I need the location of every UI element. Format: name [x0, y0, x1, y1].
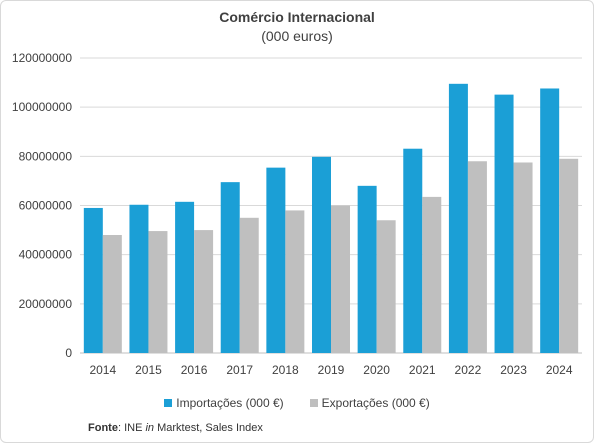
source-text-before: : INE: [117, 422, 146, 434]
x-tick-label: 2020: [363, 363, 390, 377]
bar-exports: [285, 210, 305, 353]
legend-label-imports: Importações (000 €): [176, 396, 284, 410]
y-tick-label: 100000000: [12, 100, 72, 114]
bar-imports: [129, 204, 149, 353]
x-tick-label: 2023: [500, 363, 527, 377]
bar-exports: [513, 162, 533, 353]
bar-exports: [559, 158, 579, 353]
bar-exports: [422, 196, 442, 353]
y-tick-label: 120000000: [12, 51, 72, 65]
y-tick-label: 60000000: [19, 199, 73, 213]
bar-exports: [194, 230, 214, 353]
y-tick-label: 80000000: [19, 149, 73, 163]
legend-item-exports: Exportações (000 €): [309, 396, 430, 410]
legend-swatch-exports: [309, 399, 318, 407]
bar-imports: [494, 94, 514, 354]
x-tick-label: 2018: [272, 363, 299, 377]
bar-imports: [83, 207, 103, 353]
legend-label-exports: Exportações (000 €): [321, 396, 430, 410]
bar-exports: [102, 235, 122, 353]
x-tick-label: 2014: [89, 363, 116, 377]
bar-exports: [331, 205, 350, 353]
x-tick-label: 2021: [409, 363, 436, 377]
x-tick-label: 2019: [318, 363, 345, 377]
bar-imports: [220, 182, 240, 353]
bar-exports: [467, 161, 487, 353]
legend-item-imports: Importações (000 €): [164, 396, 284, 410]
bar-exports: [239, 217, 259, 353]
y-tick-label: 0: [65, 346, 72, 360]
bar-imports: [175, 201, 195, 353]
x-tick-label: 2022: [455, 363, 482, 377]
bar-imports: [403, 148, 423, 353]
x-tick-label: 2017: [226, 363, 253, 377]
chart-title: Comércio Internacional: [219, 9, 375, 25]
bar-imports: [266, 167, 286, 353]
chart-legend: Importações (000 €) Exportações (000 €): [0, 396, 594, 410]
chart-subtitle: (000 euros): [261, 28, 333, 44]
x-tick-label: 2015: [135, 363, 162, 377]
source-note: Fonte: INE in Marktest, Sales Index: [88, 422, 263, 434]
source-text-italic: in: [145, 422, 155, 434]
bar-imports: [312, 156, 331, 353]
bar-imports: [448, 83, 468, 353]
legend-swatch-imports: [164, 399, 173, 407]
source-label: Fonte: [88, 422, 118, 434]
y-tick-label: 40000000: [19, 248, 73, 262]
x-tick-label: 2016: [181, 363, 208, 377]
bar-exports: [376, 220, 396, 353]
bar-imports: [357, 185, 377, 353]
bar-exports: [148, 231, 168, 353]
source-text-after: Marktest, Sales Index: [154, 422, 263, 434]
bar-imports: [540, 88, 560, 353]
y-tick-label: 20000000: [19, 297, 73, 311]
x-tick-label: 2024: [546, 363, 573, 377]
